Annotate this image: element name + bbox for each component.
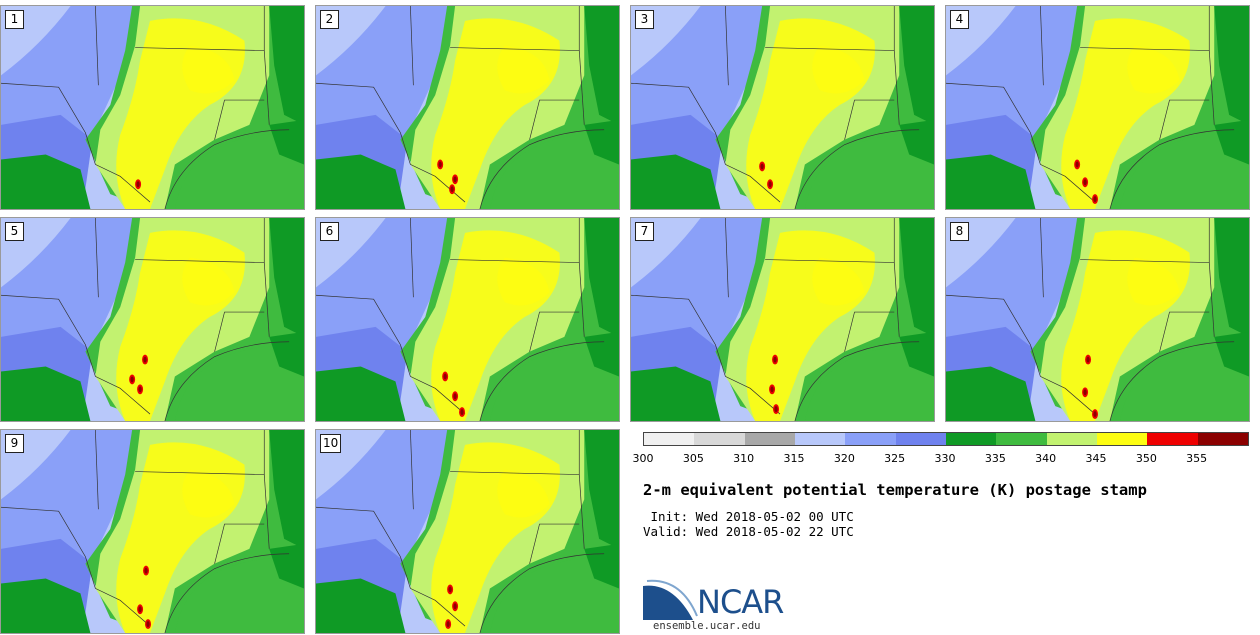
colorbar-swatch bbox=[694, 433, 745, 445]
colorbar-ticks: 300 305 310 315 320 325 330 335 340 345 350 355 bbox=[633, 446, 1247, 466]
member-panel-4: 4 bbox=[945, 5, 1250, 210]
member-map-1 bbox=[1, 6, 304, 209]
member-label: 2 bbox=[320, 10, 339, 29]
colorbar-tick-label: 310 bbox=[733, 452, 755, 465]
site-url[interactable]: ensemble.ucar.edu bbox=[653, 620, 761, 632]
colorbar bbox=[643, 432, 1249, 446]
member-label: 1 bbox=[5, 10, 24, 29]
colorbar-swatch bbox=[945, 433, 997, 445]
member-map-2 bbox=[316, 6, 619, 209]
member-label: 7 bbox=[635, 222, 654, 241]
colorbar-tick-label: 345 bbox=[1085, 452, 1107, 465]
member-panel-8: 8 bbox=[945, 217, 1250, 422]
member-label: 6 bbox=[320, 222, 339, 241]
colorbar-swatch bbox=[996, 433, 1047, 445]
member-map-6 bbox=[316, 218, 619, 421]
member-panel-7: 7 bbox=[630, 217, 935, 422]
member-label: 10 bbox=[320, 434, 342, 453]
colorbar-tick-label: 350 bbox=[1135, 452, 1157, 465]
member-panel-5: 5 bbox=[0, 217, 305, 422]
member-panel-10: 10 bbox=[315, 429, 620, 634]
colorbar-swatch bbox=[1197, 433, 1248, 445]
member-map-8 bbox=[946, 218, 1249, 421]
colorbar-tick-label: 300 bbox=[632, 452, 654, 465]
member-panel-2: 2 bbox=[315, 5, 620, 210]
member-map-9 bbox=[1, 430, 304, 633]
colorbar-tick-label: 355 bbox=[1186, 452, 1208, 465]
colorbar-swatch bbox=[744, 433, 795, 445]
ncar-logo-icon bbox=[643, 579, 698, 620]
colorbar-tick-label: 340 bbox=[1035, 452, 1057, 465]
member-panel-9: 9 bbox=[0, 429, 305, 634]
colorbar-swatch bbox=[1096, 433, 1148, 445]
member-panel-6: 6 bbox=[315, 217, 620, 422]
valid-time: Valid: Wed 2018-05-02 22 UTC bbox=[643, 524, 854, 539]
figure-title: 2-m equivalent potential temperature (K)… bbox=[643, 481, 1147, 499]
colorbar-tick-label: 330 bbox=[934, 452, 956, 465]
colorbar-tick-label: 315 bbox=[783, 452, 805, 465]
colorbar-swatch bbox=[794, 433, 846, 445]
member-label: 3 bbox=[635, 10, 654, 29]
colorbar-tick-label: 320 bbox=[833, 452, 855, 465]
colorbar-tick-label: 325 bbox=[884, 452, 906, 465]
colorbar-tick-label: 335 bbox=[984, 452, 1006, 465]
colorbar-swatch bbox=[644, 433, 695, 445]
member-panel-1: 1 bbox=[0, 5, 305, 210]
colorbar-swatch bbox=[1147, 433, 1198, 445]
member-label: 9 bbox=[5, 434, 24, 453]
colorbar-swatch bbox=[1046, 433, 1097, 445]
member-label: 8 bbox=[950, 222, 969, 241]
member-panel-3: 3 bbox=[630, 5, 935, 210]
member-map-5 bbox=[1, 218, 304, 421]
member-label: 4 bbox=[950, 10, 969, 29]
colorbar-tick-label: 305 bbox=[682, 452, 704, 465]
colorbar-swatch bbox=[845, 433, 896, 445]
member-label: 5 bbox=[5, 222, 24, 241]
member-map-10 bbox=[316, 430, 619, 633]
ncar-logo-text: NCAR bbox=[697, 583, 784, 621]
member-map-3 bbox=[631, 6, 934, 209]
colorbar-swatch bbox=[895, 433, 946, 445]
member-map-7 bbox=[631, 218, 934, 421]
member-map-4 bbox=[946, 6, 1249, 209]
init-time: Init: Wed 2018-05-02 00 UTC bbox=[643, 509, 854, 524]
